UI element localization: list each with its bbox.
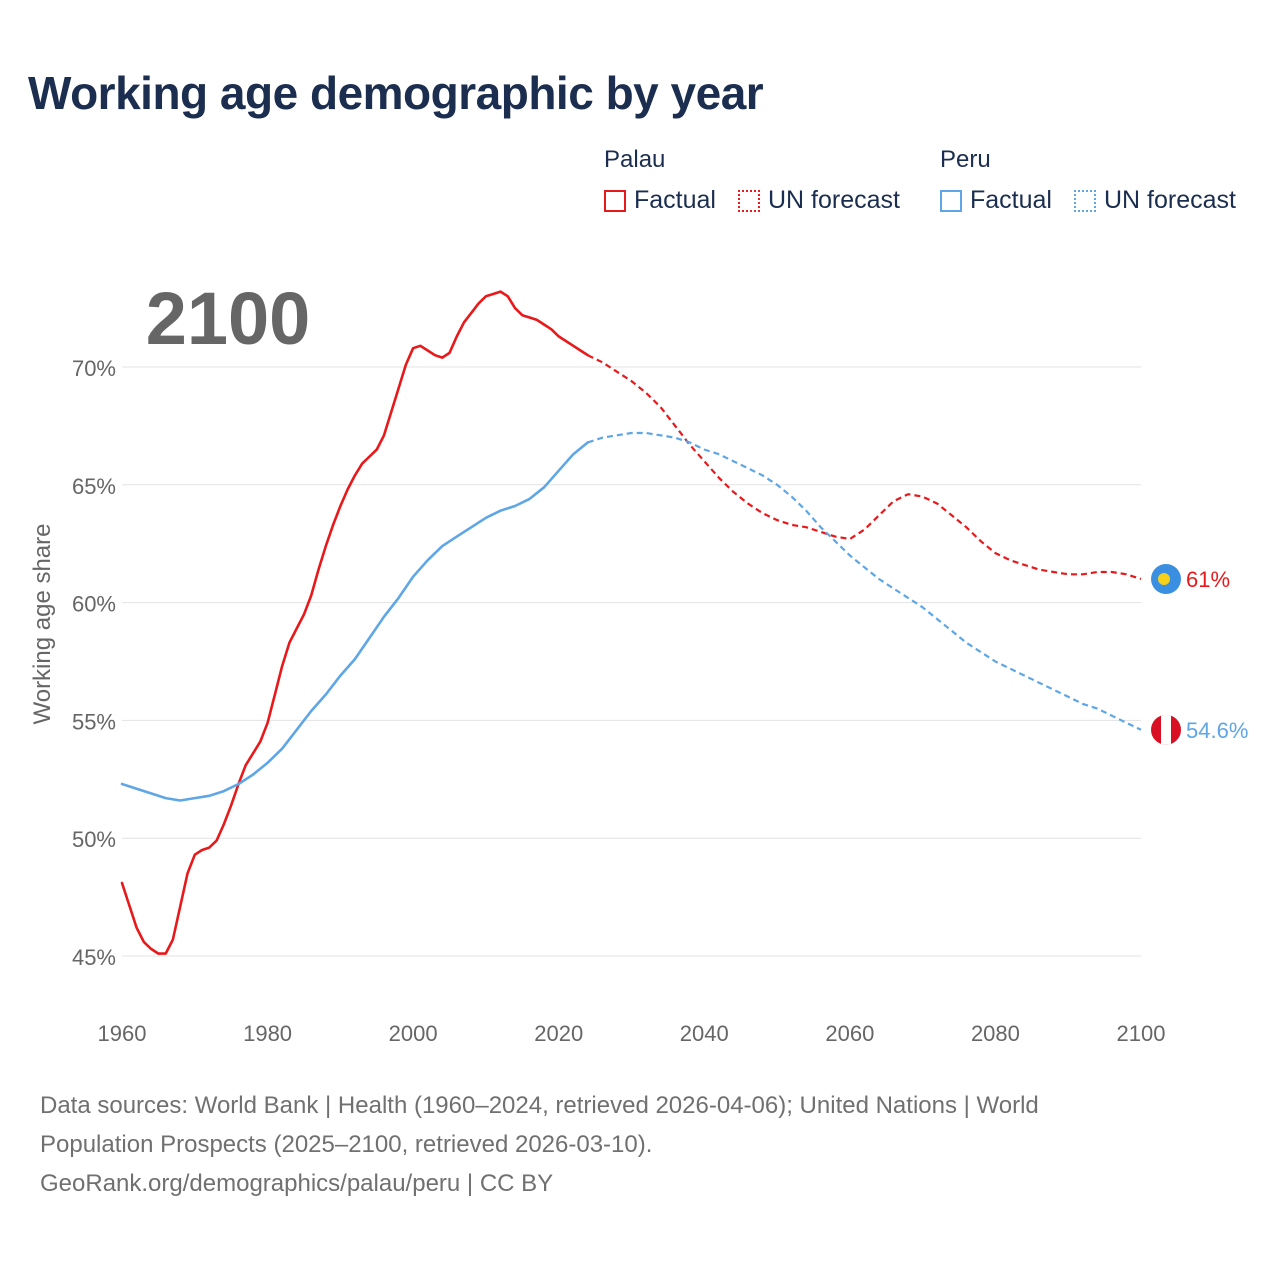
- end-value-label-palau: 61%: [1186, 567, 1230, 592]
- x-tick-label: 2060: [825, 1021, 874, 1046]
- end-value-label-peru: 54.6%: [1186, 718, 1248, 743]
- legend-group-peru: Peru: [940, 146, 991, 173]
- legend-peru-factual-label: Factual: [970, 186, 1052, 214]
- y-tick-label: 45%: [72, 945, 116, 970]
- sources-note: Data sources: World Bank | Health (1960–…: [40, 1086, 1220, 1203]
- flag-icon-peru: [1151, 714, 1181, 745]
- y-tick-label: 55%: [72, 709, 116, 734]
- series-line-peru-factual[interactable]: [120, 441, 590, 802]
- current-year-label: 2100: [146, 277, 311, 360]
- legend-peru-factual[interactable]: Factual: [940, 186, 1052, 215]
- y-tick-label: 60%: [72, 592, 116, 617]
- sources-line-2: Population Prospects (2025–2100, retriev…: [40, 1131, 653, 1158]
- legend-peru-factual-swatch: [940, 189, 962, 212]
- end-markers: 61% 54.6%: [1151, 564, 1248, 745]
- legend-palau-forecast-label: UN forecast: [768, 186, 900, 214]
- sources-line-3[interactable]: GeoRank.org/demographics/palau/peru | CC…: [40, 1170, 554, 1197]
- flag-icon-palau: [1151, 564, 1181, 595]
- y-axis-title: Working age share: [29, 524, 56, 725]
- grid-layer: 45% 50% 55% 60% 65% 70% 1960 1980 2000 2020 2040 20…: [72, 356, 1166, 1046]
- x-tick-label: 2040: [680, 1021, 729, 1046]
- legend-peru-forecast[interactable]: UN forecast: [1074, 186, 1236, 215]
- x-tick-label: 2100: [1117, 1021, 1166, 1046]
- series-line-peru-forecast[interactable]: [587, 431, 1142, 731]
- legend-peru-forecast-label: UN forecast: [1104, 186, 1236, 214]
- x-tick-label: 2000: [389, 1021, 438, 1046]
- legend-peru-forecast-swatch: [1074, 189, 1096, 212]
- x-tick-label: 2080: [971, 1021, 1020, 1046]
- series-layer: [120, 290, 1142, 955]
- line-chart: 45% 50% 55% 60% 65% 70% 1960 1980 2000 2020 2040 20…: [29, 277, 1248, 1046]
- y-tick-label: 65%: [72, 474, 116, 499]
- chart-title: Working age demographic by year: [28, 67, 764, 119]
- x-tick-label: 2020: [534, 1021, 583, 1046]
- series-line-palau-factual[interactable]: [120, 290, 590, 955]
- series-line-palau-forecast[interactable]: [587, 354, 1142, 581]
- legend-group-palau: Palau: [604, 146, 666, 173]
- legend-palau-forecast[interactable]: UN forecast: [738, 186, 900, 215]
- sources-line-1: Data sources: World Bank | Health (1960–…: [40, 1092, 1039, 1119]
- x-tick-label: 1980: [243, 1021, 292, 1046]
- y-tick-label: 70%: [72, 356, 116, 381]
- legend-palau-forecast-swatch: [738, 189, 760, 212]
- legend-palau-factual-swatch: [604, 189, 626, 212]
- x-tick-label: 1960: [98, 1021, 147, 1046]
- legend-palau-factual-label: Factual: [634, 186, 716, 214]
- y-tick-label: 50%: [72, 827, 116, 852]
- legend-palau-factual[interactable]: Factual: [604, 186, 716, 215]
